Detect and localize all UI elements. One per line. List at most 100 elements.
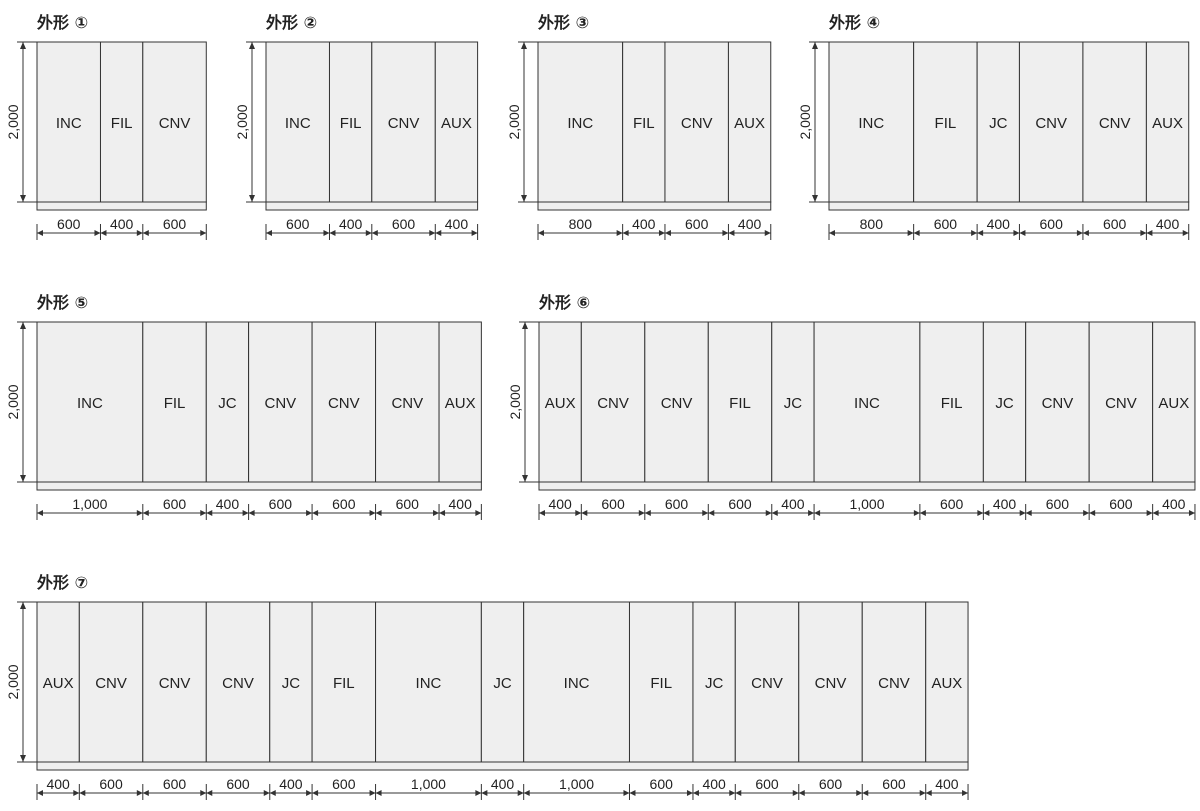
cabinet-jc: JC xyxy=(205,321,250,483)
layout-title: 外形 ⑥ xyxy=(538,293,590,312)
width-label: 600 xyxy=(57,216,81,232)
width-label: 600 xyxy=(940,496,964,512)
width-label: 400 xyxy=(445,216,469,232)
cabinet-body xyxy=(269,601,313,763)
cabinet-label: CNV xyxy=(597,395,629,412)
cabinet-body xyxy=(99,41,144,203)
height-label: 2,000 xyxy=(5,104,21,139)
cabinet-aux: AUX xyxy=(727,41,772,203)
cabinet-jc: JC xyxy=(976,41,1020,203)
height-dimension: 2,000 xyxy=(507,321,539,483)
width-label: 1,000 xyxy=(849,496,884,512)
width-label: 600 xyxy=(269,496,293,512)
width-label: 600 xyxy=(163,216,187,232)
cabinet-aux: AUX xyxy=(1152,321,1196,483)
width-dimensions: 400 600 600 600 400 600 1,000 400 1,000 600 400 600… xyxy=(36,776,969,800)
cabinet-body xyxy=(311,321,377,483)
width-label: 600 xyxy=(755,776,779,792)
cabinet-body xyxy=(265,41,330,203)
cabinet-body xyxy=(727,41,772,203)
cabinet-body xyxy=(925,601,969,763)
cabinet-body xyxy=(375,321,440,483)
cabinet-label: INC xyxy=(564,675,590,692)
cabinet-cnv: CNV xyxy=(664,41,729,203)
cabinet-body xyxy=(622,41,666,203)
layout-3: 外形 ③ 2,000 800 400 600 400 INC FIL CNV AUX xyxy=(506,13,772,240)
height-label: 2,000 xyxy=(5,384,21,419)
cabinet-fil: FIL xyxy=(142,321,207,483)
width-label: 1,000 xyxy=(72,496,107,512)
width-dimensions: 600 400 600 400 xyxy=(265,216,479,240)
width-label: 600 xyxy=(163,496,187,512)
width-label: 600 xyxy=(1103,216,1127,232)
layout-title: 外形 ① xyxy=(36,13,88,32)
cabinet-cnv: CNV xyxy=(142,601,207,763)
cabinet-label: AUX xyxy=(1158,395,1189,412)
cabinet-label: FIL xyxy=(650,675,672,692)
cabinet-label: INC xyxy=(77,395,103,412)
cabinet-label: CNV xyxy=(95,675,127,692)
width-label: 400 xyxy=(738,216,762,232)
cabinet-cnv: CNV xyxy=(311,321,377,483)
layout-5: 外形 ⑤ 2,000 1,000 600 400 600 600 600 400 INC FIL JC… xyxy=(5,293,482,520)
cabinet-label: AUX xyxy=(931,675,962,692)
cabinet-fil: FIL xyxy=(99,41,144,203)
layout-title: 外形 ② xyxy=(265,13,317,32)
width-dimensions: 400 600 600 600 400 1,000 600 400 600 600 400 xyxy=(538,496,1196,520)
cabinet-label: FIL xyxy=(935,115,957,132)
cabinet-label: INC xyxy=(285,115,311,132)
cabinet-label: CNV xyxy=(159,115,191,132)
width-label: 800 xyxy=(860,216,884,232)
cabinet-body xyxy=(480,601,525,763)
cabinet-label: FIL xyxy=(111,115,133,132)
height-dimension: 2,000 xyxy=(234,41,266,203)
cabinet-cnv: CNV xyxy=(205,601,271,763)
cabinet-label: INC xyxy=(858,115,884,132)
cabinet-label: INC xyxy=(854,395,880,412)
width-label: 400 xyxy=(987,216,1011,232)
cabinet-body xyxy=(771,321,815,483)
cabinet-body xyxy=(36,601,80,763)
cabinet-cnv: CNV xyxy=(1018,41,1084,203)
cabinet-body xyxy=(976,41,1020,203)
cabinet-label: JC xyxy=(989,115,1008,132)
width-label: 600 xyxy=(934,216,958,232)
cabinet-aux: AUX xyxy=(438,321,482,483)
width-label: 600 xyxy=(286,216,310,232)
cabinet-label: CNV xyxy=(751,675,783,692)
cabinet-inc: INC xyxy=(828,41,915,203)
cabinet-label: CNV xyxy=(878,675,910,692)
height-dimension: 2,000 xyxy=(797,41,829,203)
cabinet-body xyxy=(375,601,482,763)
cabinet-cnv: CNV xyxy=(1025,321,1090,483)
cabinet-cnv: CNV xyxy=(1082,41,1147,203)
cabinet-fil: FIL xyxy=(707,321,773,483)
layout-2: 外形 ② 2,000 600 400 600 400 INC FIL CNV AUX xyxy=(234,13,479,240)
width-label: 400 xyxy=(1156,216,1180,232)
layout-title: 外形 ⑤ xyxy=(36,293,88,312)
width-label: 600 xyxy=(882,776,906,792)
cabinet-label: CNV xyxy=(388,115,420,132)
cabinet-jc: JC xyxy=(771,321,815,483)
cabinet-cnv: CNV xyxy=(861,601,927,763)
cabinet-label: JC xyxy=(218,395,237,412)
cabinet-body xyxy=(734,601,800,763)
cabinet-inc: INC xyxy=(36,41,101,203)
cabinet-inc: INC xyxy=(523,601,630,763)
cabinet-label: AUX xyxy=(1152,115,1183,132)
cabinet-label: FIL xyxy=(729,395,751,412)
height-label: 2,000 xyxy=(797,104,813,139)
cabinet-body xyxy=(328,41,373,203)
layout-title: 外形 ④ xyxy=(828,13,880,32)
width-label: 600 xyxy=(650,776,674,792)
layout-7: 外形 ⑦ 2,000 400 600 600 600 400 600 1,000 400 1,000… xyxy=(5,573,969,800)
width-label: 400 xyxy=(46,776,70,792)
cabinet-aux: AUX xyxy=(36,601,80,763)
plinth xyxy=(36,201,207,211)
cabinet-jc: JC xyxy=(982,321,1027,483)
cabinet-body xyxy=(813,321,921,483)
cabinet-inc: INC xyxy=(36,321,144,483)
width-label: 600 xyxy=(685,216,709,232)
cabinet-body xyxy=(692,601,736,763)
cabinet-label: JC xyxy=(784,395,803,412)
